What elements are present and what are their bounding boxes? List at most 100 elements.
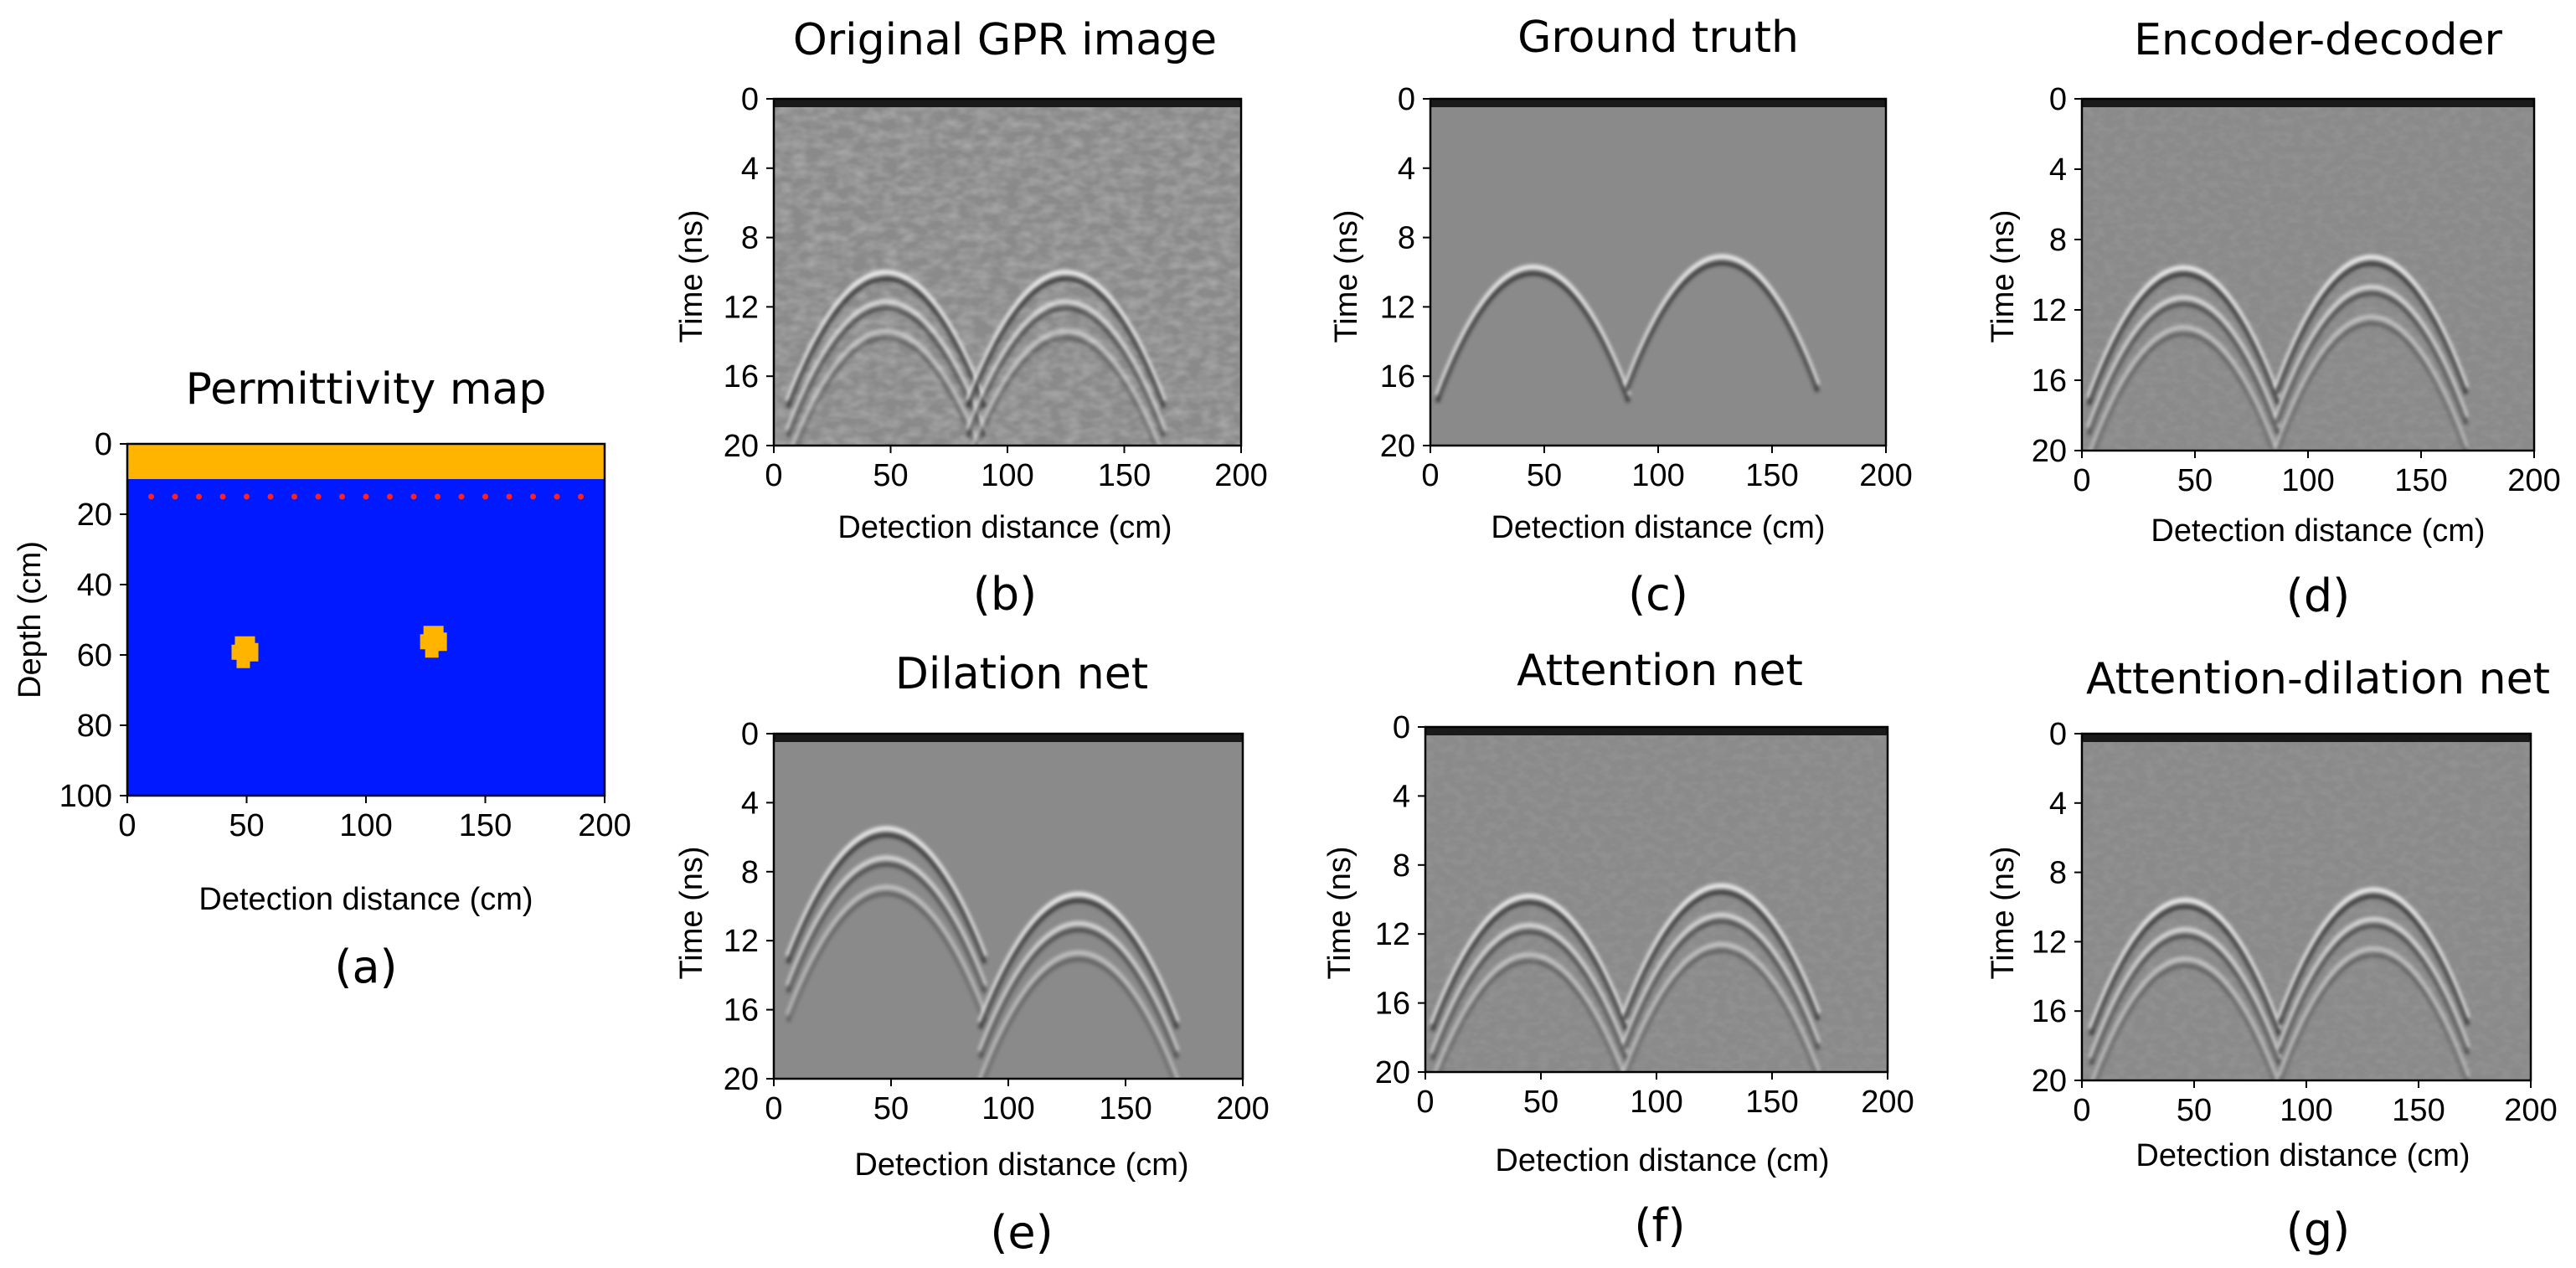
y-tick-label: 0 bbox=[2049, 82, 2067, 117]
subfigure-label: (e) bbox=[990, 1206, 1053, 1259]
antenna-point bbox=[315, 493, 322, 500]
x-axis-label: Detection distance (cm) bbox=[2151, 513, 2485, 549]
hyperbola-reflection bbox=[2086, 265, 2281, 399]
hyperbola-reflection bbox=[2274, 261, 2469, 395]
y-tick-label: 80 bbox=[77, 709, 112, 744]
hyperbola-reflection bbox=[1436, 959, 1622, 1072]
y-tick-label: 8 bbox=[2049, 856, 2067, 891]
x-tick-label: 50 bbox=[2177, 1093, 2212, 1128]
antenna-point bbox=[387, 493, 393, 500]
gpr-bscan-plot: 0 50 100 150 200 0 4 8 12 16 20 bbox=[1375, 710, 1914, 1120]
x-tick-label: 100 bbox=[1631, 458, 1684, 493]
y-tick-label: 40 bbox=[77, 568, 112, 603]
x-tick-label: 0 bbox=[765, 1091, 782, 1126]
y-tick-label: 4 bbox=[1393, 779, 1410, 814]
hyperbola-reflection bbox=[2275, 321, 2468, 451]
y-axis-label: Time (ns) bbox=[1322, 846, 1358, 979]
plot-frame bbox=[2080, 732, 2532, 1082]
antenna-point bbox=[554, 493, 560, 500]
y-tick-label: 16 bbox=[2032, 363, 2067, 399]
y-tick-label: 20 bbox=[724, 1062, 759, 1097]
hyperbola-reflection bbox=[2086, 295, 2281, 429]
subfigure-label: (f) bbox=[1634, 1199, 1685, 1252]
x-tick-label: 100 bbox=[981, 458, 1033, 493]
hyperbola-reflection bbox=[966, 276, 1167, 409]
hyperbola-reflection bbox=[786, 862, 987, 993]
hyperbola-reflection bbox=[2089, 324, 2279, 451]
plot-frame bbox=[772, 97, 1243, 447]
x-tick-label: 100 bbox=[981, 1091, 1034, 1126]
hyperbola-reflection bbox=[791, 328, 981, 446]
hyperbola-reflection bbox=[786, 306, 987, 438]
antenna-point bbox=[506, 493, 513, 500]
hyperbola-reflection bbox=[2094, 963, 2277, 1080]
hyperbola-reflection bbox=[785, 269, 987, 402]
x-tick-label: 150 bbox=[459, 808, 512, 843]
plot-frame bbox=[2080, 97, 2536, 452]
antenna-point bbox=[172, 493, 178, 500]
hyperbola-reflection bbox=[2086, 302, 2281, 436]
y-tick-label: 0 bbox=[95, 427, 112, 462]
hyperbola-reflection bbox=[2274, 314, 2469, 449]
y-tick-label: 12 bbox=[2032, 925, 2067, 960]
hyperbola-reflection bbox=[970, 328, 1162, 446]
panel-title: Attention net bbox=[1517, 646, 1803, 696]
x-tick-label: 200 bbox=[1861, 1085, 1914, 1120]
x-axis-label: Detection distance (cm) bbox=[1495, 1143, 1829, 1178]
bscan-background bbox=[1430, 99, 1886, 446]
hyperbola-reflection bbox=[2088, 897, 2282, 1030]
x-tick-label: 150 bbox=[2394, 463, 2447, 498]
hyperbola-reflection bbox=[965, 269, 1167, 402]
hyperbola-reflection bbox=[2091, 332, 2276, 451]
hyperbola-reflection bbox=[2274, 254, 2469, 389]
plot-frame bbox=[1429, 97, 1888, 447]
x-tick-label: 200 bbox=[1214, 458, 1267, 493]
x-tick-label: 100 bbox=[2281, 463, 2334, 498]
clutter-noise bbox=[774, 99, 1241, 446]
y-axis-label: Time (ns) bbox=[674, 209, 709, 343]
antenna-point bbox=[578, 493, 584, 500]
hyperbola-reflection bbox=[1624, 260, 1820, 393]
x-tick-label: 0 bbox=[2073, 463, 2090, 498]
antenna-point bbox=[339, 493, 345, 500]
x-tick-label: 150 bbox=[1099, 1091, 1151, 1126]
x-tick-label: 50 bbox=[873, 458, 908, 493]
y-tick-label: 20 bbox=[2032, 434, 2067, 469]
hyperbola-reflection bbox=[1622, 889, 1821, 1022]
y-axis-label: Time (ns) bbox=[1986, 846, 2021, 979]
x-tick-label: 200 bbox=[1216, 1091, 1269, 1126]
top-strip bbox=[2082, 734, 2531, 742]
y-tick-label: 16 bbox=[724, 993, 759, 1028]
y-tick-label: 100 bbox=[59, 779, 112, 814]
hyperbola-reflection bbox=[1430, 900, 1629, 1032]
x-axis-label: Detection distance (cm) bbox=[1491, 510, 1825, 545]
panel-title: Permittivity map bbox=[186, 364, 547, 415]
x-axis-label: Detection distance (cm) bbox=[2136, 1138, 2470, 1173]
hyperbola-reflection bbox=[966, 306, 1167, 438]
gpr-bscan-plot: 0 50 100 150 200 0 4 8 12 16 20 bbox=[724, 82, 1268, 493]
hyperbola-reflection bbox=[1430, 930, 1629, 1061]
panel-dilation-net: Dilation net 0 50 100 150 200 0 4 8 12 16 20 Detec… bbox=[674, 649, 1270, 1259]
hyperbola-reflection bbox=[1621, 883, 1821, 1015]
x-axis-label: Detection distance (cm) bbox=[837, 510, 1172, 545]
hyperbola-reflection bbox=[1624, 254, 1821, 386]
clutter-noise bbox=[2082, 99, 2534, 451]
antenna-point bbox=[482, 493, 488, 500]
antenna-point bbox=[435, 493, 440, 500]
hyperbola-reflection bbox=[981, 957, 1177, 1079]
gpr-bscan-plot: 0 50 100 150 200 0 4 8 12 16 20 bbox=[724, 717, 1270, 1126]
y-tick-label: 0 bbox=[2049, 717, 2067, 752]
x-tick-label: 200 bbox=[578, 808, 631, 843]
y-axis-label: Depth (cm) bbox=[13, 541, 48, 698]
y-tick-label: 8 bbox=[1398, 221, 1415, 256]
y-tick-label: 8 bbox=[741, 221, 759, 256]
panel-ground-truth: Ground truth 0 50 100 150 200 0 4 8 12 16 20 Detec… bbox=[1329, 13, 1913, 621]
subfigure-label: (c) bbox=[1628, 568, 1688, 621]
y-tick-label: 0 bbox=[741, 82, 759, 117]
x-tick-label: 0 bbox=[765, 458, 782, 493]
hyperbola-reflection bbox=[977, 891, 1180, 1023]
y-tick-label: 20 bbox=[1380, 429, 1415, 464]
x-tick-label: 200 bbox=[1859, 458, 1912, 493]
hyperbola-reflection bbox=[2278, 953, 2470, 1080]
